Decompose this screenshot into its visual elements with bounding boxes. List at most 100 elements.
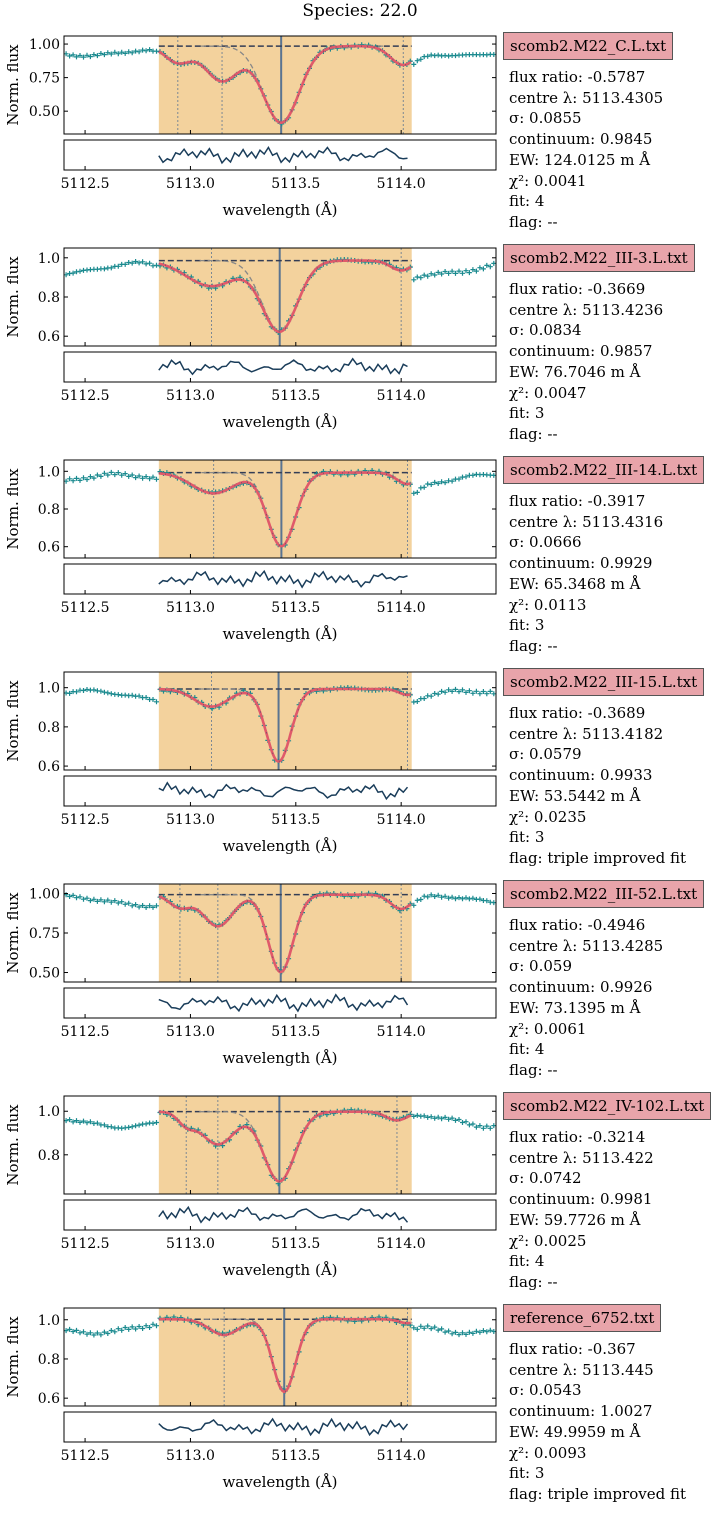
y-tick-label: 0.6 — [38, 329, 60, 345]
data-point — [112, 49, 118, 55]
data-point — [105, 897, 111, 903]
data-point — [91, 687, 97, 693]
data-point — [87, 54, 93, 60]
data-point — [94, 53, 100, 59]
residual-line — [158, 569, 408, 589]
data-point — [122, 261, 128, 267]
data-point — [411, 490, 417, 496]
data-point — [77, 53, 83, 58]
data-point — [439, 271, 445, 277]
sigma-row: σ: 0.0666 — [509, 533, 582, 552]
data-point — [67, 1117, 73, 1123]
data-point — [70, 478, 76, 484]
data-point — [115, 692, 121, 698]
x-tick-label: 5114.0 — [377, 812, 426, 828]
data-point — [108, 899, 114, 905]
data-point — [105, 472, 111, 478]
data-point — [473, 268, 479, 274]
data-point — [101, 266, 107, 272]
y-tick-label: 0.50 — [29, 966, 60, 982]
data-point — [487, 1125, 493, 1131]
data-point — [129, 260, 135, 266]
data-point — [428, 482, 434, 487]
main-axes — [63, 1307, 497, 1407]
data-point — [136, 693, 142, 699]
residual-axes — [63, 1411, 497, 1443]
ew-row: EW: 124.0125 m Å — [509, 150, 651, 169]
data-point — [108, 1124, 114, 1130]
data-point — [435, 691, 441, 697]
data-point — [477, 691, 483, 697]
data-point — [491, 691, 497, 697]
fit-info: flux ratio: -0.5787 centre λ: 5113.4305 σ:… — [509, 67, 663, 233]
data-point — [435, 269, 441, 275]
data-point — [449, 478, 455, 484]
data-point — [108, 265, 114, 271]
x-tick-label: 5112.5 — [61, 1236, 110, 1252]
data-point — [418, 56, 424, 62]
data-point — [449, 1115, 455, 1121]
data-point — [463, 474, 469, 480]
data-point — [446, 895, 452, 901]
data-point — [133, 475, 139, 481]
model-fit-line — [158, 259, 412, 334]
data-point — [91, 1332, 97, 1338]
data-point — [81, 1118, 86, 1124]
data-point — [480, 1125, 486, 1131]
fit-info: flux ratio: -0.3669 centre λ: 5113.4236 σ:… — [509, 279, 663, 445]
data-point — [84, 1331, 90, 1337]
model-samples — [158, 688, 413, 763]
spectrum-filename: scomb2.M22_III-52.L.txt — [503, 880, 705, 908]
flag-row: flag: triple improved fit — [509, 1484, 686, 1503]
main-axes — [63, 1095, 497, 1195]
data-point — [129, 1124, 135, 1130]
flag-row: flag: -- — [509, 424, 558, 443]
data-point — [484, 262, 490, 268]
x-tick-label: 5113.5 — [271, 1448, 320, 1464]
data-point — [126, 900, 132, 906]
data-point — [154, 1120, 159, 1125]
x-tick-label: 5114.0 — [377, 1024, 426, 1040]
data-point — [84, 52, 90, 58]
data-point — [126, 49, 132, 55]
residual-axes — [63, 139, 497, 171]
data-point — [421, 1325, 427, 1331]
chi2-row: χ²: 0.0113 — [509, 595, 587, 614]
data-point — [126, 473, 132, 479]
data-point — [87, 474, 93, 480]
data-point — [77, 268, 83, 274]
data-point — [129, 1324, 135, 1330]
model-fit-line — [158, 687, 411, 763]
data-point — [421, 1113, 427, 1119]
data-point — [70, 892, 76, 898]
data-point — [67, 1326, 73, 1332]
fit-row: fit: 3 — [509, 1464, 545, 1483]
data-point — [477, 1123, 483, 1129]
sigma-row: σ: 0.0855 — [509, 109, 582, 128]
data-point — [140, 259, 146, 265]
fit-window — [158, 248, 412, 346]
data-point — [487, 264, 493, 270]
chi2-row: χ²: 0.0235 — [509, 807, 587, 826]
data-point — [136, 49, 142, 55]
x-axis-label: wavelength (Å) — [222, 201, 337, 219]
data-point — [480, 266, 486, 272]
data-point — [442, 1329, 448, 1335]
flag-row: flag: triple improved fit — [509, 848, 686, 867]
data-point — [456, 895, 462, 901]
data-point — [98, 51, 104, 56]
data-point — [115, 1326, 121, 1332]
data-point — [67, 894, 73, 899]
chi2-row: χ²: 0.0025 — [509, 1231, 587, 1250]
data-point — [122, 692, 128, 698]
model-samples — [158, 471, 413, 546]
fit-window — [158, 672, 412, 770]
chi2-row: χ²: 0.0041 — [509, 171, 587, 190]
fit-info: flux ratio: -0.3214 centre λ: 5113.422 σ: … — [509, 1127, 654, 1293]
data-point — [150, 904, 156, 910]
data-point — [414, 274, 420, 280]
data-point — [439, 894, 445, 900]
data-point — [463, 895, 469, 901]
x-tick-label: 5113.5 — [271, 1236, 320, 1252]
data-point — [147, 903, 153, 909]
